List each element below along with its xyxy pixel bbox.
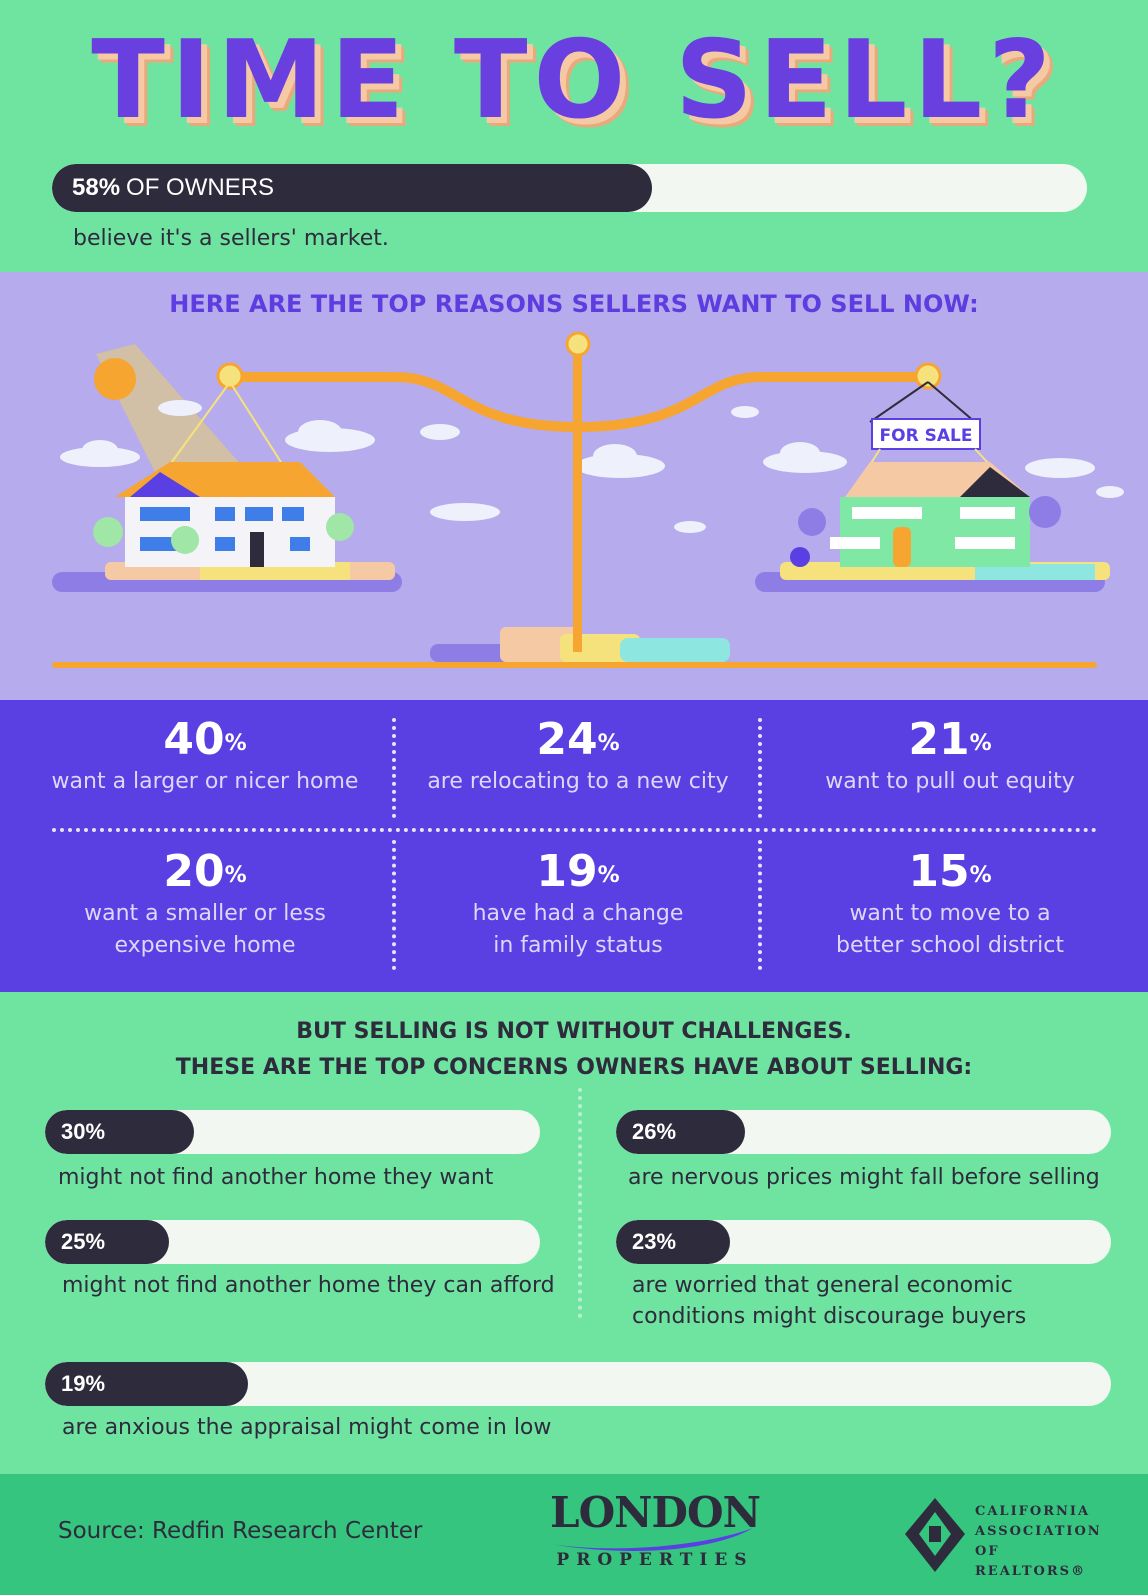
owners-progress-label: 58% OF OWNERS [72, 164, 274, 212]
london-properties-logo: LONDON PROPERTIES [545, 1488, 765, 1580]
ground-line [52, 662, 1097, 668]
concern-bar: 25% [45, 1220, 540, 1264]
header: TIME TO SELL? 58% OF OWNERS believe it's… [0, 0, 1148, 272]
stat-text: better school district [836, 933, 1064, 958]
concern-text: are nervous prices might fall before sel… [628, 1165, 1100, 1190]
stat-item: 20% want a smaller or less expensive hom… [20, 846, 390, 962]
concerns-title: BUT SELLING IS NOT WITHOUT CHALLENGES. T… [0, 1014, 1148, 1086]
beam-right-knob [914, 362, 942, 390]
concern-text: might not find another home they can aff… [62, 1273, 555, 1298]
concern-text: are worried that general economic condit… [632, 1273, 1027, 1329]
stat-text: want to pull out equity [825, 769, 1075, 794]
stat-text: want to move to a [849, 901, 1051, 926]
scale-pole [573, 352, 582, 652]
scale-illustration: FOR SALE [52, 331, 1124, 668]
concern-bar: 26% [616, 1110, 1111, 1154]
concern-bar: 23% [616, 1220, 1111, 1264]
stat-text: want a smaller or less [84, 901, 326, 926]
realtor-house-icon [905, 1498, 965, 1572]
reasons-stats: 40% want a larger or nicer home 24% are … [0, 700, 1148, 992]
footer: Source: Redfin Research Center LONDON PR… [0, 1474, 1148, 1595]
concern-bar-fill [616, 1220, 730, 1264]
owners-progress-fill [52, 164, 653, 212]
scale-beam [230, 372, 925, 433]
page-title: TIME TO SELL? [91, 18, 1057, 143]
concerns-title-line1: BUT SELLING IS NOT WITHOUT CHALLENGES. [296, 1019, 852, 1044]
owners-progress-bar: 58% OF OWNERS [52, 164, 1087, 212]
divider-vertical [758, 718, 762, 818]
stat-text: in family status [493, 933, 663, 958]
reasons-section: HERE ARE THE TOP REASONS SELLERS WANT TO… [0, 272, 1148, 700]
stat-percent: 21% [908, 714, 992, 765]
stat-percent: 24% [536, 714, 620, 765]
divider-horizontal [52, 828, 1097, 832]
concern-bar-fill [45, 1220, 169, 1264]
concern-text: are anxious the appraisal might come in … [62, 1415, 552, 1440]
ground-pile [430, 627, 730, 662]
concern-pct: 30% [61, 1119, 106, 1144]
stat-percent: 40% [163, 714, 247, 765]
divider-vertical [578, 1088, 582, 1318]
stat-percent: 20% [163, 846, 247, 897]
for-sale-sign [871, 418, 981, 450]
owners-label: OF OWNERS [126, 174, 275, 201]
left-house [52, 462, 402, 592]
stat-text: expensive home [114, 933, 296, 958]
stat-item: 40% want a larger or nicer home [20, 714, 390, 798]
concern-text: might not find another home they want [58, 1165, 494, 1190]
stat-item: 19% have had a change in family status [393, 846, 763, 962]
cloud-icons [60, 400, 1124, 533]
stat-percent: 19% [536, 846, 620, 897]
owners-subtitle: believe it's a sellers' market. [73, 226, 389, 251]
for-sale-sign-text: FOR SALE [880, 426, 973, 446]
concern-bar-fill [45, 1110, 194, 1154]
right-house [755, 462, 1110, 592]
concern-pct: 23% [632, 1229, 677, 1254]
concern-bar-fill [616, 1110, 745, 1154]
divider-vertical [758, 840, 762, 970]
stat-text: have had a change [472, 901, 684, 926]
stat-text: are relocating to a new city [427, 769, 729, 794]
source-credit: Source: Redfin Research Center [58, 1518, 423, 1544]
logo-subtitle: PROPERTIES [556, 1550, 754, 1570]
concern-pct: 19% [61, 1371, 106, 1396]
concern-pct: 25% [61, 1229, 106, 1254]
divider-vertical [392, 840, 396, 970]
association-name: CALIFORNIA ASSOCIATION OF REALTORS® [975, 1504, 1102, 1579]
concerns-section: BUT SELLING IS NOT WITHOUT CHALLENGES. T… [0, 992, 1148, 1474]
concern-bar: 19% [45, 1362, 1111, 1406]
stat-item: 24% are relocating to a new city [393, 714, 763, 798]
stat-item: 15% want to move to a better school dist… [765, 846, 1135, 962]
pole-top-knob [565, 331, 591, 357]
stat-text: want a larger or nicer home [51, 769, 359, 794]
sun-icon [94, 358, 136, 400]
stat-percent: 15% [908, 846, 992, 897]
concerns-title-line2: THESE ARE THE TOP CONCERNS OWNERS HAVE A… [175, 1055, 973, 1080]
stat-item: 21% want to pull out equity [765, 714, 1135, 798]
divider-vertical [392, 718, 396, 818]
concern-bar: 30% [45, 1110, 540, 1154]
logo-swoosh [550, 1528, 753, 1551]
beam-left-knob [216, 362, 244, 390]
reasons-title: HERE ARE THE TOP REASONS SELLERS WANT TO… [169, 290, 979, 318]
concern-bar-fill [45, 1362, 248, 1406]
california-association-logo: CALIFORNIA ASSOCIATION OF REALTORS® [905, 1496, 1115, 1579]
concern-pct: 26% [632, 1119, 677, 1144]
owners-pct: 58% [72, 174, 121, 201]
logo-name: LONDON [550, 1488, 761, 1537]
